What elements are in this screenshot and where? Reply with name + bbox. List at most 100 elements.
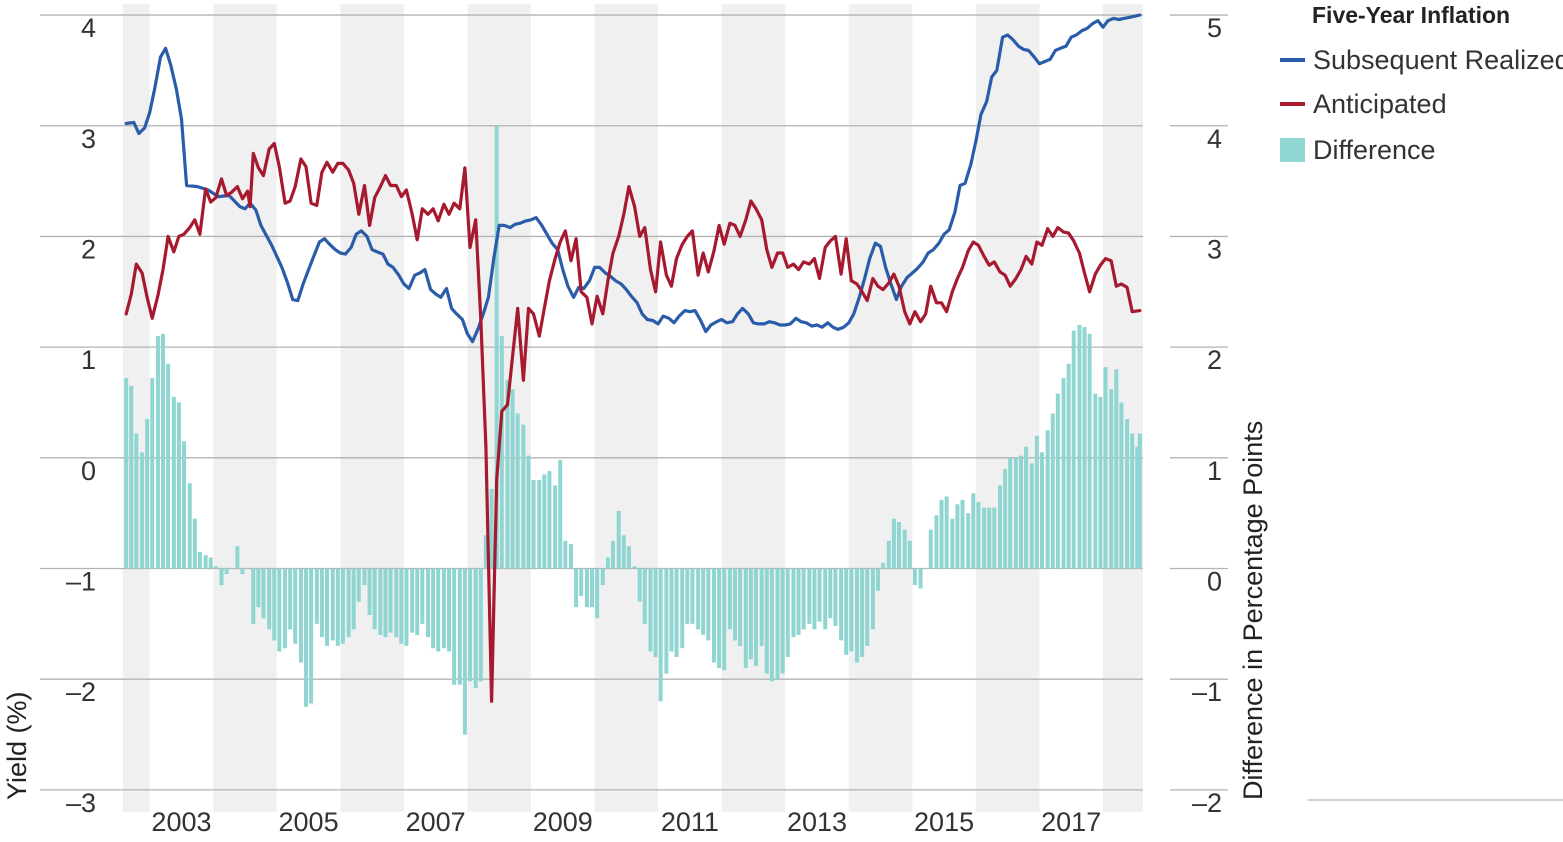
difference-bar (261, 568, 266, 619)
difference-bar (213, 566, 218, 569)
difference-bar (319, 568, 324, 638)
difference-bar (240, 568, 245, 575)
difference-bar (309, 568, 314, 704)
difference-bar (394, 568, 399, 638)
difference-bar (706, 568, 711, 641)
difference-bar (176, 402, 181, 569)
difference-bar (616, 510, 621, 569)
left-axis-title: Yield (%) (2, 691, 32, 800)
difference-bar (891, 518, 896, 569)
left-tick-label: 0 (81, 456, 96, 486)
x-tick-label: 2005 (279, 807, 339, 837)
difference-bar (410, 568, 415, 633)
difference-bar (558, 460, 563, 569)
difference-bar (579, 568, 584, 597)
difference-bar (197, 551, 202, 569)
legend-swatch-difference (1280, 138, 1305, 162)
difference-bar (415, 568, 420, 635)
difference-bar (658, 568, 663, 702)
difference-bar (457, 568, 462, 685)
difference-bar (388, 568, 393, 633)
difference-bar (738, 568, 743, 646)
difference-bar (669, 568, 674, 652)
difference-bar (478, 568, 483, 682)
difference-bar (224, 568, 229, 575)
difference-bar (553, 485, 558, 569)
difference-bar (769, 568, 774, 682)
difference-bar (1018, 455, 1023, 569)
difference-bar (1098, 396, 1103, 569)
difference-bar (298, 568, 303, 663)
difference-bar (1087, 333, 1092, 569)
difference-bar (473, 568, 478, 689)
difference-bar (272, 568, 277, 641)
right-tick-label: 2 (1207, 345, 1222, 375)
difference-bar (304, 568, 309, 707)
difference-bar (335, 568, 340, 646)
shade-band-2006 (340, 4, 404, 812)
shade-band-2008 (467, 4, 531, 812)
difference-bar (743, 568, 748, 669)
difference-bar (362, 568, 367, 586)
difference-bar (1109, 389, 1114, 569)
difference-bar (674, 568, 679, 658)
difference-bar (155, 336, 160, 569)
difference-bar (483, 535, 488, 569)
difference-bar (828, 568, 833, 619)
difference-bar (531, 479, 536, 569)
difference-bar (955, 504, 960, 569)
difference-bar (1055, 393, 1060, 569)
difference-bar (351, 568, 356, 630)
difference-bar (960, 499, 965, 569)
legend-label-realized: Subsequent Realized (1313, 45, 1563, 75)
difference-bar (928, 529, 933, 569)
x-tick-label: 2003 (151, 807, 211, 837)
difference-bar (251, 568, 256, 624)
difference-bar (441, 568, 446, 649)
difference-bar (902, 529, 907, 569)
left-tick-label: 4 (81, 13, 96, 43)
difference-bar (605, 557, 610, 569)
difference-bar (626, 546, 631, 569)
difference-bar (383, 568, 388, 638)
difference-bar (489, 488, 494, 569)
difference-bar (785, 568, 790, 658)
difference-bar (235, 546, 240, 569)
difference-bar (1135, 446, 1140, 569)
difference-bar (775, 568, 780, 680)
difference-bar (944, 496, 949, 569)
difference-bar (584, 568, 589, 608)
difference-bar (780, 568, 785, 674)
difference-bar (1119, 402, 1124, 569)
difference-bar (288, 568, 293, 630)
difference-bar (812, 568, 817, 630)
difference-bar (452, 568, 457, 685)
difference-bar (1077, 324, 1082, 569)
difference-bar (907, 540, 912, 569)
difference-bar (547, 471, 552, 569)
right-tick-label: 0 (1207, 566, 1222, 596)
difference-bar (140, 452, 145, 569)
left-tick-label: –3 (66, 788, 96, 818)
shade-band-2014 (848, 4, 913, 812)
difference-bar (515, 413, 520, 569)
difference-bar (325, 568, 329, 646)
difference-bar (696, 568, 701, 630)
difference-bar (664, 568, 669, 674)
x-tick-label: 2011 (661, 807, 719, 837)
difference-bar (722, 568, 727, 671)
x-tick-label: 2007 (406, 807, 466, 837)
difference-bar (399, 568, 404, 644)
difference-bar (632, 566, 637, 569)
difference-bar (753, 568, 758, 666)
anticipated-line (124, 141, 1142, 703)
right-tick-label: –1 (1192, 677, 1222, 707)
difference-bar (182, 441, 187, 569)
difference-bar (293, 568, 298, 644)
difference-bar (431, 568, 436, 649)
difference-bar (1050, 413, 1055, 569)
difference-bar (1024, 446, 1029, 569)
difference-bar (759, 568, 764, 646)
difference-bar (896, 522, 901, 569)
